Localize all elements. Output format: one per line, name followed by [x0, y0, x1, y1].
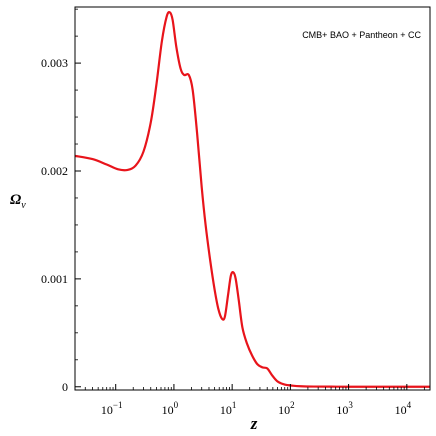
x-tick-base: 10 [162, 403, 174, 417]
x-tick-label: 103 [336, 400, 353, 417]
x-tick-base: 10 [220, 403, 232, 417]
x-axis-title: z [250, 414, 258, 433]
y-tick-label: 0.001 [41, 272, 68, 286]
y-tick-label: 0.003 [41, 56, 68, 70]
x-tick-base: 10 [395, 403, 407, 417]
y-axis-title-sub: ν [21, 200, 26, 211]
x-tick-label: 100 [162, 400, 179, 417]
y-tick-label: 0.002 [41, 164, 68, 178]
plot-frame [74, 6, 431, 391]
x-tick-exp: 2 [290, 400, 295, 410]
x-tick-label: 104 [395, 400, 412, 417]
x-tick-exp: −1 [113, 400, 123, 410]
y-ticks: 0 0.001 0.002 0.003 [41, 8, 81, 394]
series-line-0 [74, 11, 430, 388]
x-tick-base: 10 [278, 403, 290, 417]
x-tick-label: 102 [278, 400, 295, 417]
y-axis-title-main: Ω [10, 192, 21, 208]
legend-annotation: CMB+ BAO + Pantheon + CC [302, 30, 421, 40]
x-tick-exp: 1 [232, 400, 237, 410]
plot-line-layer [74, 11, 430, 388]
x-tick-base: 10 [101, 403, 113, 417]
x-tick-label: 10−1 [101, 400, 123, 417]
y-axis-title: Ων [10, 192, 26, 211]
x-tick-exp: 0 [174, 400, 179, 410]
x-tick-exp: 4 [407, 400, 412, 410]
x-tick-base: 10 [336, 403, 348, 417]
y-tick-label: 0 [62, 380, 68, 394]
x-ticks: 10−1 100 101 102 103 104 [74, 384, 425, 417]
x-tick-label: 101 [220, 400, 237, 417]
x-tick-exp: 3 [348, 400, 353, 410]
